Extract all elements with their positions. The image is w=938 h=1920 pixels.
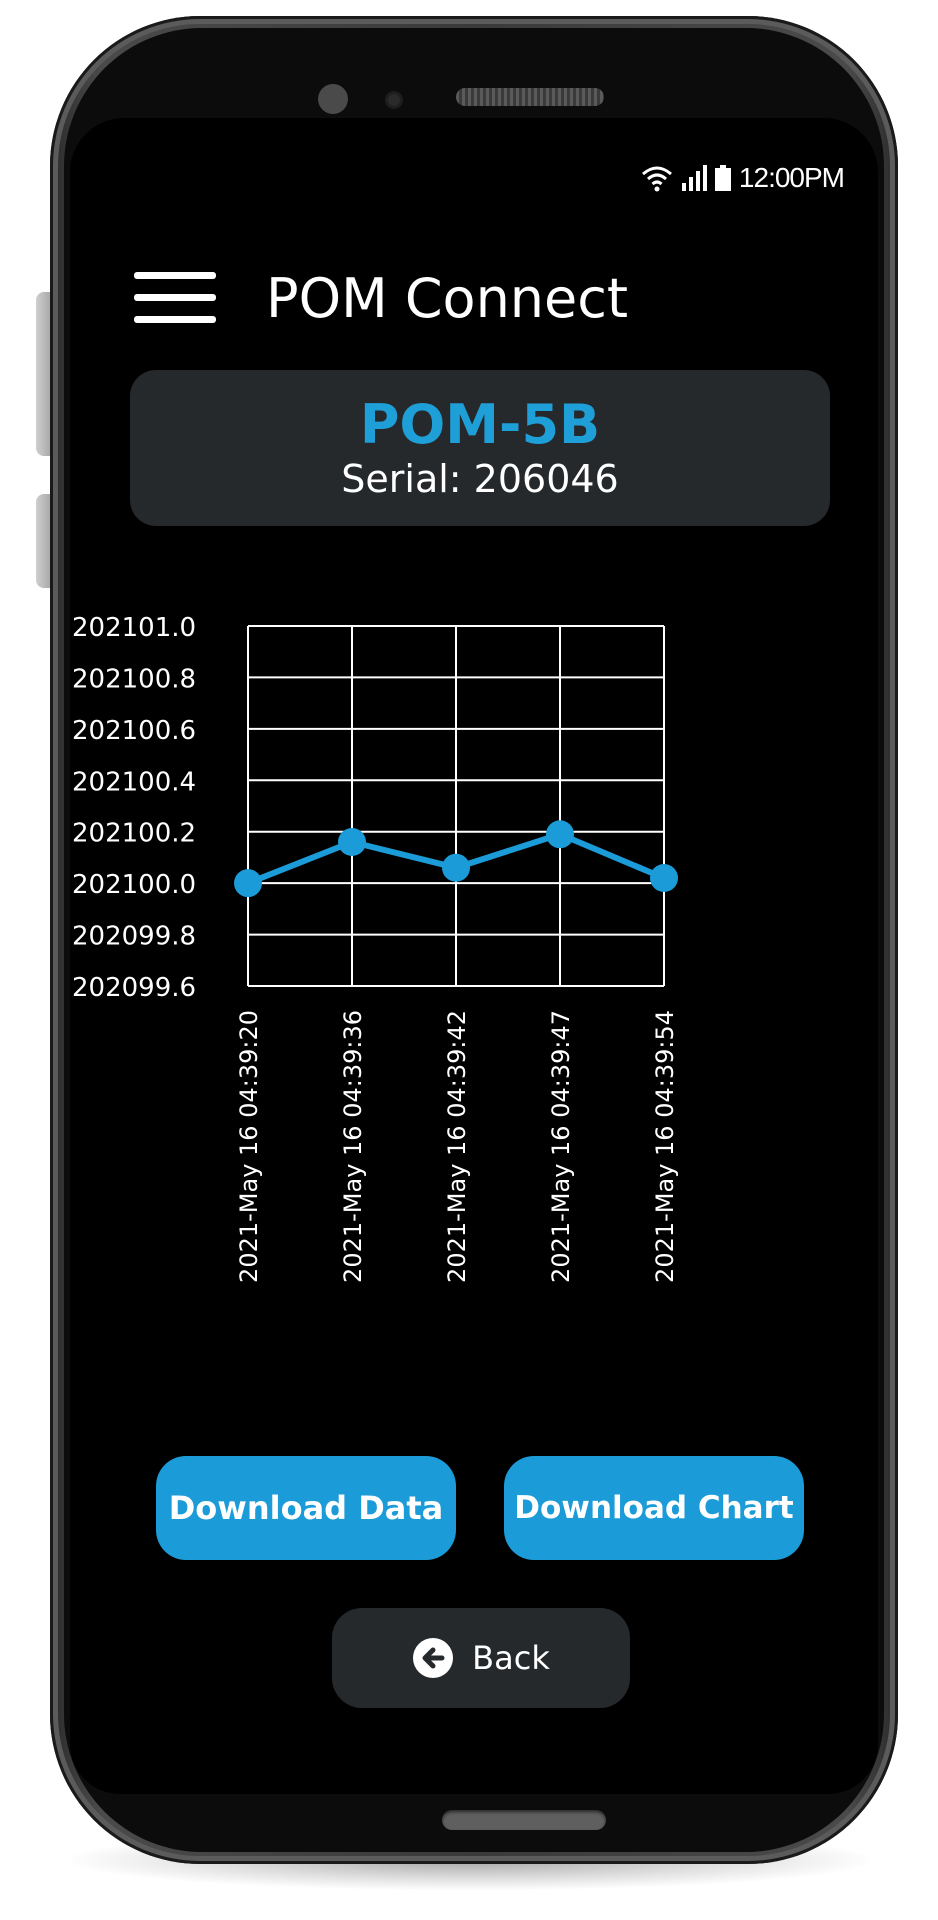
y-tick-label: 202100.0: [72, 870, 196, 900]
app-header: POM Connect: [134, 238, 628, 358]
data-point: [650, 864, 678, 892]
y-tick-label: 202099.6: [72, 973, 196, 1003]
x-tick-label: 2021-May 16 04:39:54: [651, 1010, 679, 1283]
wifi-icon: [641, 166, 672, 192]
data-point: [546, 820, 574, 849]
battery-icon: [714, 165, 731, 191]
data-point: [338, 828, 366, 856]
y-tick-label: 202099.8: [72, 922, 196, 952]
hamburger-menu-icon[interactable]: [134, 272, 216, 324]
x-tick-label: 2021-May 16 04:39:42: [443, 1010, 471, 1283]
earpiece-speaker-icon: [456, 88, 604, 106]
status-time: 12:00PM: [738, 162, 845, 193]
y-tick-label: 202100.6: [72, 716, 196, 746]
y-tick-label: 202100.8: [72, 664, 196, 694]
x-axis-ticks: 2021-May 16 04:39:20 2021-May 16 04:39:36…: [235, 1010, 679, 1283]
back-button-label: Back: [472, 1639, 550, 1677]
data-point: [442, 853, 470, 882]
device-info-card: POM-5B Serial: 206046: [130, 370, 830, 526]
signal-strength-icon: [681, 165, 707, 191]
x-tick-label: 2021-May 16 04:39:36: [339, 1010, 367, 1283]
chart-grid: [247, 625, 665, 987]
proximity-sensor-icon: [388, 94, 400, 106]
y-tick-label: 202100.2: [72, 819, 196, 849]
y-axis-ticks: 202101.0 202100.8 202100.6 202100.4 202100.2…: [72, 613, 196, 1003]
x-tick-label: 2021-May 16 04:39:47: [547, 1010, 575, 1283]
screen: 12:00PM POM Connect POM-5B Serial: 20604…: [70, 118, 878, 1794]
device-serial: Serial: 206046: [341, 456, 619, 501]
page-title: POM Connect: [266, 266, 629, 330]
y-tick-label: 202100.4: [72, 767, 196, 797]
arrow-left-circle-icon: [413, 1638, 454, 1678]
chart-series: [234, 820, 678, 898]
front-camera-icon: [318, 84, 348, 114]
device-model: POM-5B: [359, 393, 601, 457]
y-tick-label: 202101.0: [72, 613, 196, 643]
x-tick-label: 2021-May 16 04:39:20: [235, 1010, 263, 1283]
home-button[interactable]: [442, 1810, 606, 1830]
line-chart: 202101.0 202100.8 202100.6 202100.4 202100.2…: [72, 613, 679, 1283]
data-point: [234, 869, 262, 898]
download-chart-button[interactable]: Download Chart: [504, 1456, 804, 1560]
back-button[interactable]: Back: [332, 1608, 630, 1708]
status-bar: 12:00PM: [641, 158, 845, 198]
download-data-button[interactable]: Download Data: [156, 1456, 456, 1560]
